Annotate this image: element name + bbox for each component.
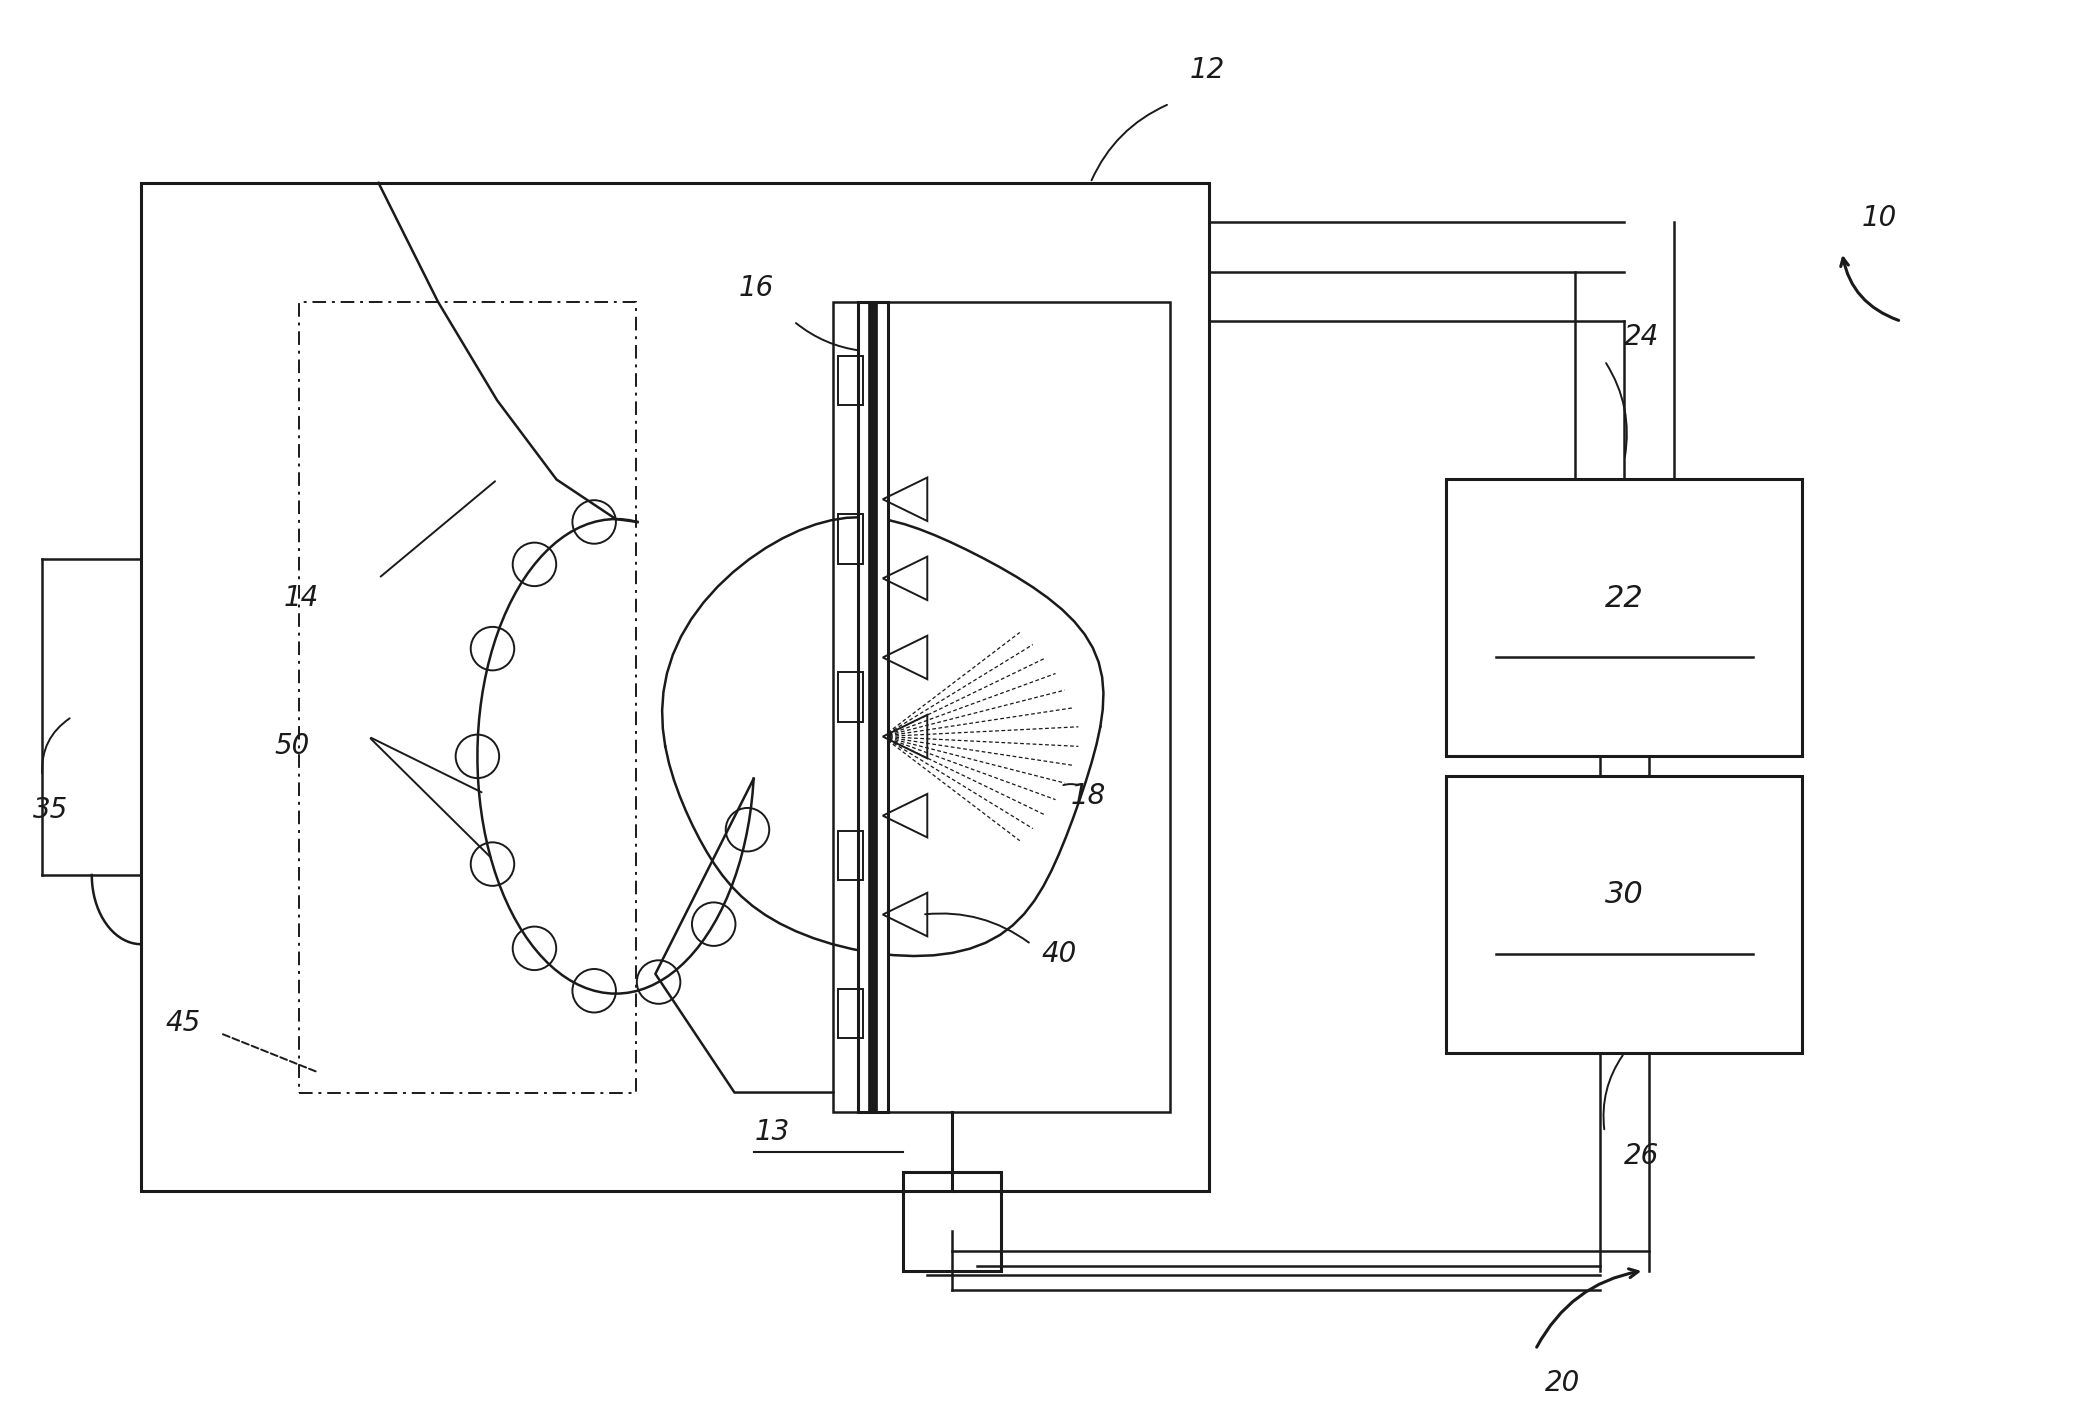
Bar (142, 183, 1210, 1192)
Text: 35: 35 (33, 796, 69, 824)
Text: 18: 18 (1070, 782, 1106, 810)
Text: 22: 22 (1605, 584, 1645, 612)
Text: 13: 13 (754, 1118, 789, 1146)
Bar (839, 831, 864, 880)
Bar (1447, 776, 1803, 1053)
Bar (904, 1172, 1001, 1271)
Text: 50: 50 (275, 733, 310, 761)
Bar (300, 302, 635, 1092)
Bar (833, 302, 1170, 1112)
Text: 10: 10 (1861, 205, 1897, 232)
Text: 26: 26 (1624, 1141, 1659, 1170)
Text: 30: 30 (1605, 880, 1645, 910)
Text: 40: 40 (1041, 941, 1076, 969)
Text: 20: 20 (1545, 1369, 1580, 1397)
Text: 24: 24 (1624, 323, 1659, 351)
Bar (858, 302, 887, 1112)
Bar (1447, 480, 1803, 757)
Bar (839, 988, 864, 1038)
Text: 45: 45 (164, 1009, 200, 1038)
Text: 14: 14 (283, 584, 319, 612)
Bar (839, 673, 864, 722)
Bar (839, 355, 864, 406)
Bar (839, 514, 864, 563)
Text: 16: 16 (739, 274, 775, 302)
Text: 12: 12 (1189, 56, 1224, 84)
